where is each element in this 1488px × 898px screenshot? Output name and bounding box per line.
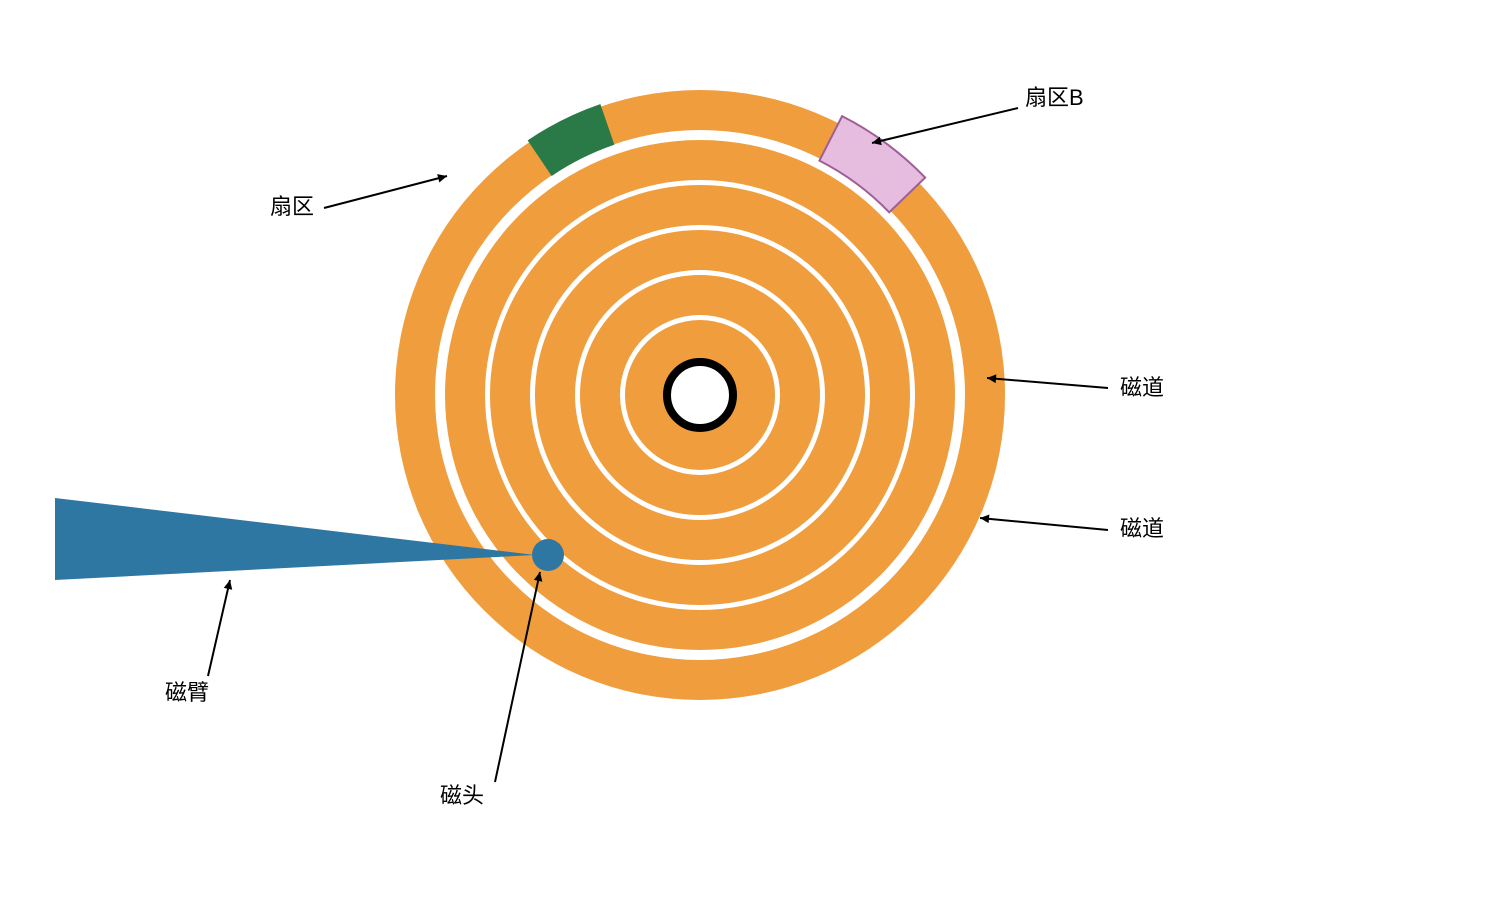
arrow-track2 xyxy=(980,518,1108,530)
read-write-head xyxy=(532,539,564,571)
arrow-arm xyxy=(208,580,230,676)
arrow-arm-head xyxy=(224,580,232,590)
arrow-sectorB xyxy=(872,108,1018,143)
arrow-track2-head xyxy=(980,515,989,524)
arrow-sector xyxy=(324,176,447,208)
disk-diagram: 扇区 扇区B 磁道 磁道 磁臂 磁头 xyxy=(0,0,1488,898)
label-head: 磁头 xyxy=(440,783,484,808)
arrow-sector-head xyxy=(437,174,447,182)
label-track2: 磁道 xyxy=(1120,516,1164,541)
spindle xyxy=(667,362,733,428)
arrow-track1 xyxy=(987,378,1108,388)
label-sectorB: 扇区B xyxy=(1025,85,1084,110)
label-arm: 磁臂 xyxy=(165,680,209,705)
label-track1: 磁道 xyxy=(1120,375,1164,400)
label-sector: 扇区 xyxy=(270,194,314,219)
